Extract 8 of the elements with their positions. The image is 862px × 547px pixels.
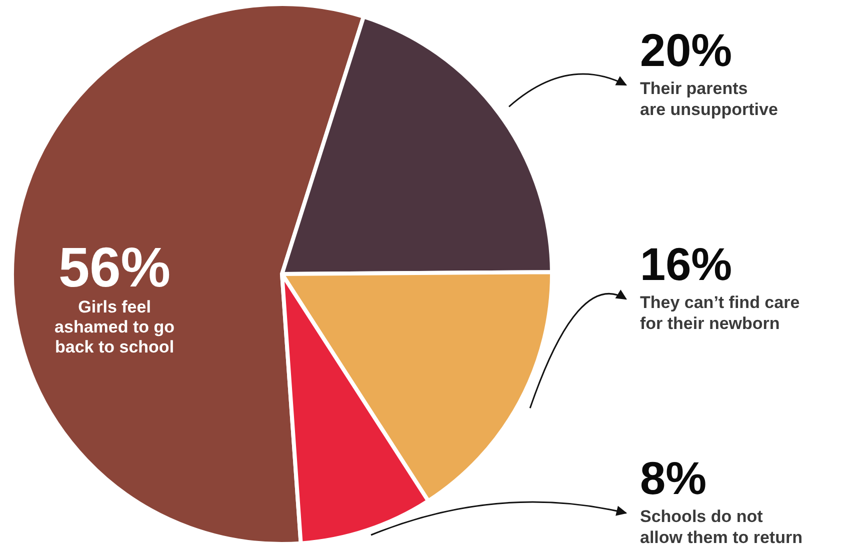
data-label: 20% (640, 24, 732, 76)
slice-label: Girls feel ashamed to go back to school (54, 297, 175, 356)
slice-label: They can’t find care for their newborn (640, 293, 800, 333)
data-label: 16% (640, 238, 732, 290)
data-label: 8% (640, 452, 706, 504)
slice-label: Their parents are unsupportive (640, 79, 778, 119)
data-label: 56% (58, 235, 171, 298)
slice-label: Schools do not allow them to return (640, 507, 802, 547)
